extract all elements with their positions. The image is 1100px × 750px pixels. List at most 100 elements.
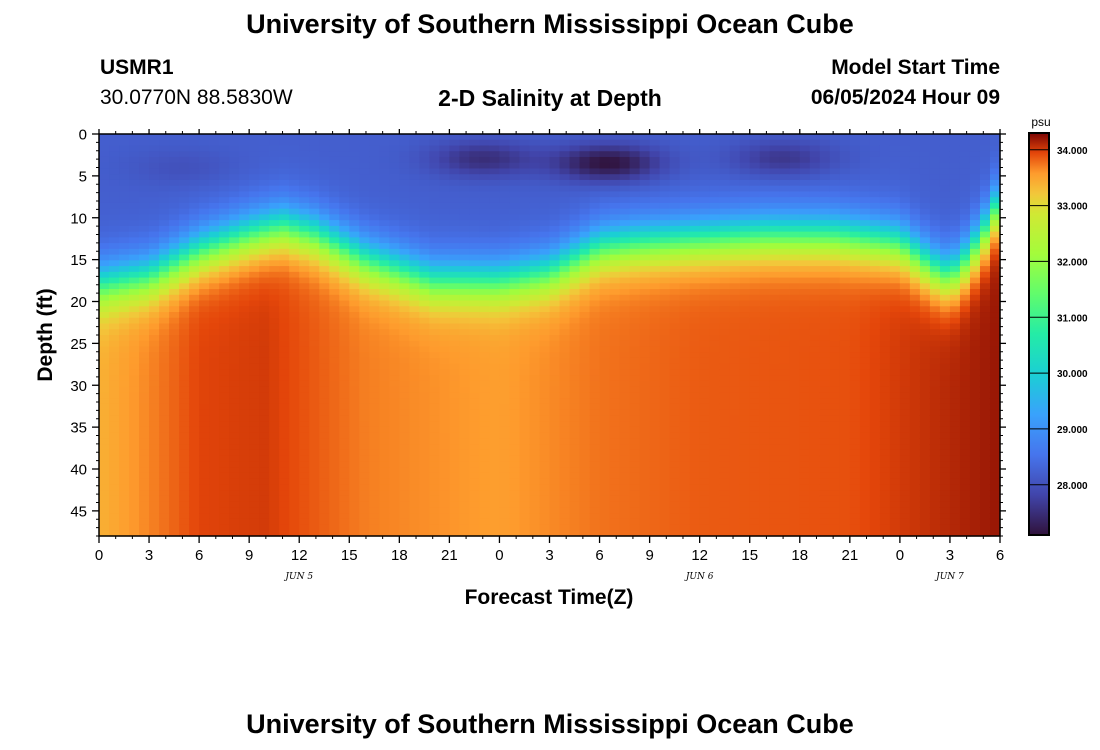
heatmap-cell (189, 455, 200, 462)
heatmap-cell (769, 145, 781, 152)
heatmap-cell (309, 248, 320, 256)
heatmap-cell (289, 208, 300, 215)
heatmap-cell (779, 335, 791, 342)
heatmap-cell (679, 409, 691, 416)
heatmap-cell (569, 507, 581, 514)
heatmap-cell (589, 225, 601, 233)
heatmap-cell (589, 472, 601, 480)
heatmap-cell (299, 197, 310, 204)
heatmap-cell (719, 518, 731, 526)
heatmap-cell (379, 271, 390, 279)
heatmap-cell (539, 409, 551, 416)
heatmap-cell (549, 467, 561, 474)
heatmap-cell (389, 162, 400, 170)
heatmap-cell (669, 392, 681, 399)
heatmap-cell (119, 323, 130, 330)
heatmap-cell (459, 438, 471, 445)
heatmap-cell (439, 363, 450, 371)
heatmap-cell (759, 174, 771, 181)
heatmap-cell (649, 329, 661, 336)
heatmap-cell (369, 392, 380, 399)
heatmap-cell (349, 507, 360, 514)
heatmap-cell (489, 415, 501, 422)
heatmap-cell (609, 386, 621, 394)
heatmap-cell (299, 283, 310, 290)
heatmap-cell (389, 507, 400, 514)
heatmap-cell (799, 145, 811, 152)
heatmap-cell (549, 156, 561, 164)
heatmap-cell (509, 179, 521, 187)
heatmap-cell (799, 283, 811, 290)
heatmap-cell (269, 507, 280, 514)
heatmap-cell (179, 220, 190, 227)
heatmap-cell (609, 438, 621, 445)
heatmap-cell (349, 254, 360, 261)
heatmap-cell (419, 202, 430, 210)
heatmap-cell (329, 455, 340, 462)
heatmap-cell (339, 225, 350, 233)
heatmap-cell (509, 191, 521, 198)
heatmap-cell (309, 478, 320, 485)
heatmap-cell (439, 300, 450, 307)
heatmap-cell (99, 363, 110, 371)
heatmap-cell (149, 346, 160, 353)
heatmap-cell (379, 375, 390, 382)
heatmap-cell (309, 289, 320, 296)
heatmap-cell (789, 346, 801, 353)
heatmap-cell (179, 260, 190, 267)
heatmap-cell (419, 352, 430, 359)
heatmap-cell (119, 375, 130, 382)
heatmap-cell (319, 294, 330, 302)
heatmap-cell (269, 162, 280, 170)
heatmap-cell (559, 375, 571, 382)
heatmap-cell (129, 254, 140, 261)
heatmap-cell (789, 306, 801, 313)
heatmap-cell (529, 432, 541, 439)
heatmap-cell (609, 472, 621, 480)
heatmap-cell (779, 369, 791, 376)
heatmap-cell (269, 174, 280, 181)
heatmap-cell (99, 415, 110, 422)
heatmap-cell (789, 254, 801, 261)
heatmap-cell (749, 518, 761, 526)
heatmap-cell (759, 329, 771, 336)
heatmap-cell (489, 444, 501, 451)
heatmap-cell (649, 380, 661, 388)
heatmap-cell (279, 185, 290, 193)
heatmap-cell (689, 495, 701, 503)
heatmap-cell (299, 335, 310, 342)
heatmap-cell (369, 156, 380, 164)
heatmap-cell (239, 415, 250, 422)
heatmap-cell (469, 484, 481, 491)
heatmap-cell (709, 214, 721, 221)
heatmap-cell (779, 266, 791, 273)
heatmap-cell (219, 185, 230, 193)
heatmap-cell (199, 300, 210, 307)
heatmap-cell (399, 174, 410, 181)
heatmap-cell (619, 214, 631, 221)
heatmap-cell (669, 208, 681, 215)
heatmap-cell (279, 398, 290, 405)
heatmap-cell (379, 518, 390, 526)
heatmap-cell (379, 243, 390, 250)
heatmap-cell (599, 421, 611, 428)
heatmap-cell (549, 449, 561, 457)
heatmap-cell (579, 174, 591, 181)
heatmap-cell (589, 426, 601, 434)
heatmap-cell (469, 438, 481, 445)
heatmap-cell (159, 518, 170, 526)
heatmap-cell (499, 438, 511, 445)
heatmap-cell (449, 323, 460, 330)
heatmap-cell (359, 432, 370, 439)
heatmap-cell (609, 398, 621, 405)
heatmap-cell (179, 478, 190, 485)
heatmap-cell (359, 346, 370, 353)
heatmap-cell (259, 507, 270, 514)
heatmap-cell (579, 386, 591, 394)
heatmap-cell (669, 243, 681, 250)
heatmap-cell (559, 214, 571, 221)
heatmap-cell (659, 426, 671, 434)
heatmap-cell (609, 467, 621, 474)
heatmap-cell (419, 426, 430, 434)
heatmap-cell (529, 363, 541, 371)
